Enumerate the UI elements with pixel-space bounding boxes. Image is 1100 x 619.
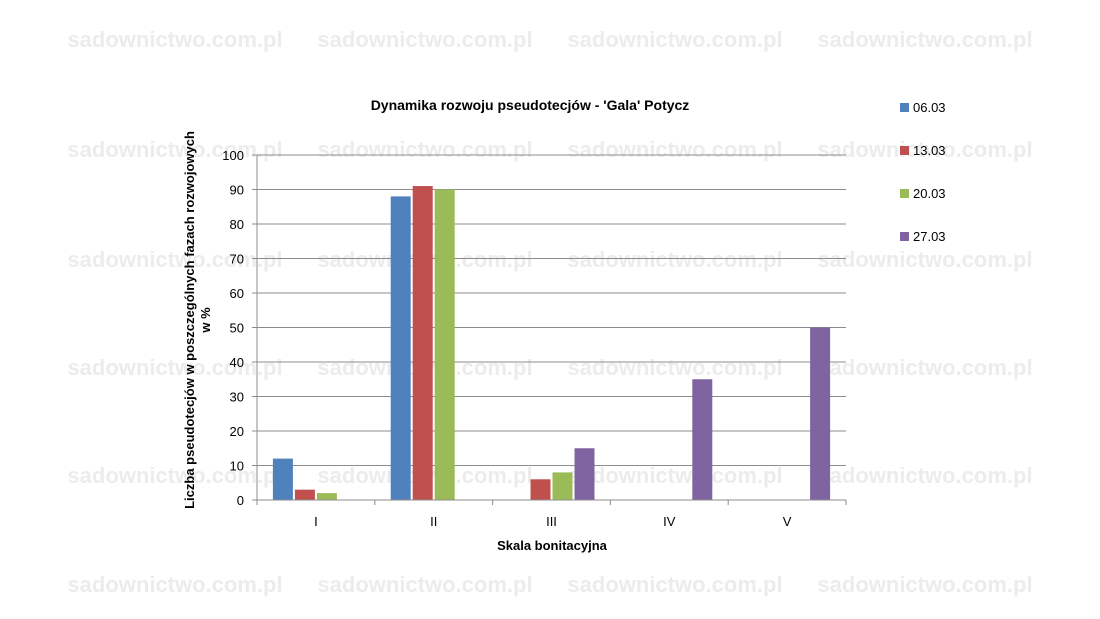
bar	[692, 379, 713, 500]
watermark-text: sadownictwo.com.pl	[67, 572, 282, 597]
y-tick-label: 70	[230, 252, 244, 267]
bar	[316, 493, 337, 500]
watermark-text: sadownictwo.com.pl	[67, 247, 282, 272]
watermark-text: sadownictwo.com.pl	[567, 27, 782, 52]
legend-label: 27.03	[913, 229, 946, 244]
watermark-text: sadownictwo.com.pl	[67, 27, 282, 52]
bar	[530, 479, 551, 500]
watermark-text: sadownictwo.com.pl	[817, 572, 1032, 597]
y-tick-label: 0	[237, 493, 244, 508]
legend: 06.03 13.03 20.03 27.03	[900, 100, 946, 244]
watermark-text: sadownictwo.com.pl	[67, 355, 282, 380]
x-tick-label: IV	[663, 514, 676, 529]
watermark-text: sadownictwo.com.pl	[567, 572, 782, 597]
chart-title: Dynamika rozwoju pseudotecjów - 'Gala' P…	[371, 97, 690, 113]
x-tick-label: II	[430, 514, 437, 529]
bar	[294, 489, 315, 500]
watermark-text: sadownictwo.com.pl	[817, 355, 1032, 380]
watermark-text: sadownictwo.com.pl	[567, 355, 782, 380]
watermark-text: sadownictwo.com.pl	[317, 137, 532, 162]
y-tick-label: 80	[230, 217, 244, 232]
watermark-text: sadownictwo.com.pl	[567, 137, 782, 162]
y-tick-label: 30	[230, 390, 244, 405]
watermark-text: sadownictwo.com.pl	[317, 27, 532, 52]
watermark-text: sadownictwo.com.pl	[317, 572, 532, 597]
watermark-text: sadownictwo.com.pl	[817, 27, 1032, 52]
x-tick-label: III	[546, 514, 557, 529]
y-tick-label: 100	[222, 148, 244, 163]
y-tick-labels: 0 10 20 30 40 50 60 70 80 90 100	[222, 148, 244, 508]
legend-label: 06.03	[913, 100, 946, 115]
y-tick-label: 90	[230, 183, 244, 198]
y-axis-label-group: Liczba pseudotecjów w poszczególnych faz…	[182, 131, 213, 509]
bar	[434, 189, 455, 500]
legend-swatch	[900, 103, 909, 112]
watermark-text: sadownictwo.com.pl	[817, 247, 1032, 272]
y-axis-label-line2: w %	[198, 307, 213, 334]
watermark-text: sadownictwo.com.pl	[67, 463, 282, 488]
gridlines	[257, 154, 846, 466]
y-axis-label-line1: Liczba pseudotecjów w poszczególnych faz…	[182, 131, 197, 509]
watermark-text: sadownictwo.com.pl	[67, 137, 282, 162]
bar	[574, 448, 595, 500]
watermark-layer: sadownictwo.com.pl sadownictwo.com.pl sado…	[67, 27, 1032, 597]
legend-label: 20.03	[913, 186, 946, 201]
watermark-text: sadownictwo.com.pl	[567, 247, 782, 272]
y-tick-label: 40	[230, 355, 244, 370]
bar	[412, 186, 433, 501]
x-tick-labels: I II III IV V	[314, 514, 792, 529]
bar	[810, 327, 831, 500]
y-tick-label: 60	[230, 286, 244, 301]
bar	[390, 196, 411, 500]
bars	[272, 186, 831, 501]
y-tick-label: 50	[230, 321, 244, 336]
x-tick-label: V	[783, 514, 792, 529]
watermark-text: sadownictwo.com.pl	[567, 463, 782, 488]
bar	[272, 458, 293, 500]
watermark-text: sadownictwo.com.pl	[817, 137, 1032, 162]
x-axis-label: Skala bonitacyjna	[497, 538, 608, 553]
axes	[252, 154, 847, 505]
legend-swatch	[900, 232, 909, 241]
bar	[552, 472, 573, 500]
y-tick-label: 10	[230, 459, 244, 474]
y-tick-label: 20	[230, 424, 244, 439]
watermark-text: sadownictwo.com.pl	[817, 463, 1032, 488]
legend-label: 13.03	[913, 143, 946, 158]
x-tick-label: I	[314, 514, 318, 529]
legend-swatch	[900, 189, 909, 198]
legend-swatch	[900, 146, 909, 155]
